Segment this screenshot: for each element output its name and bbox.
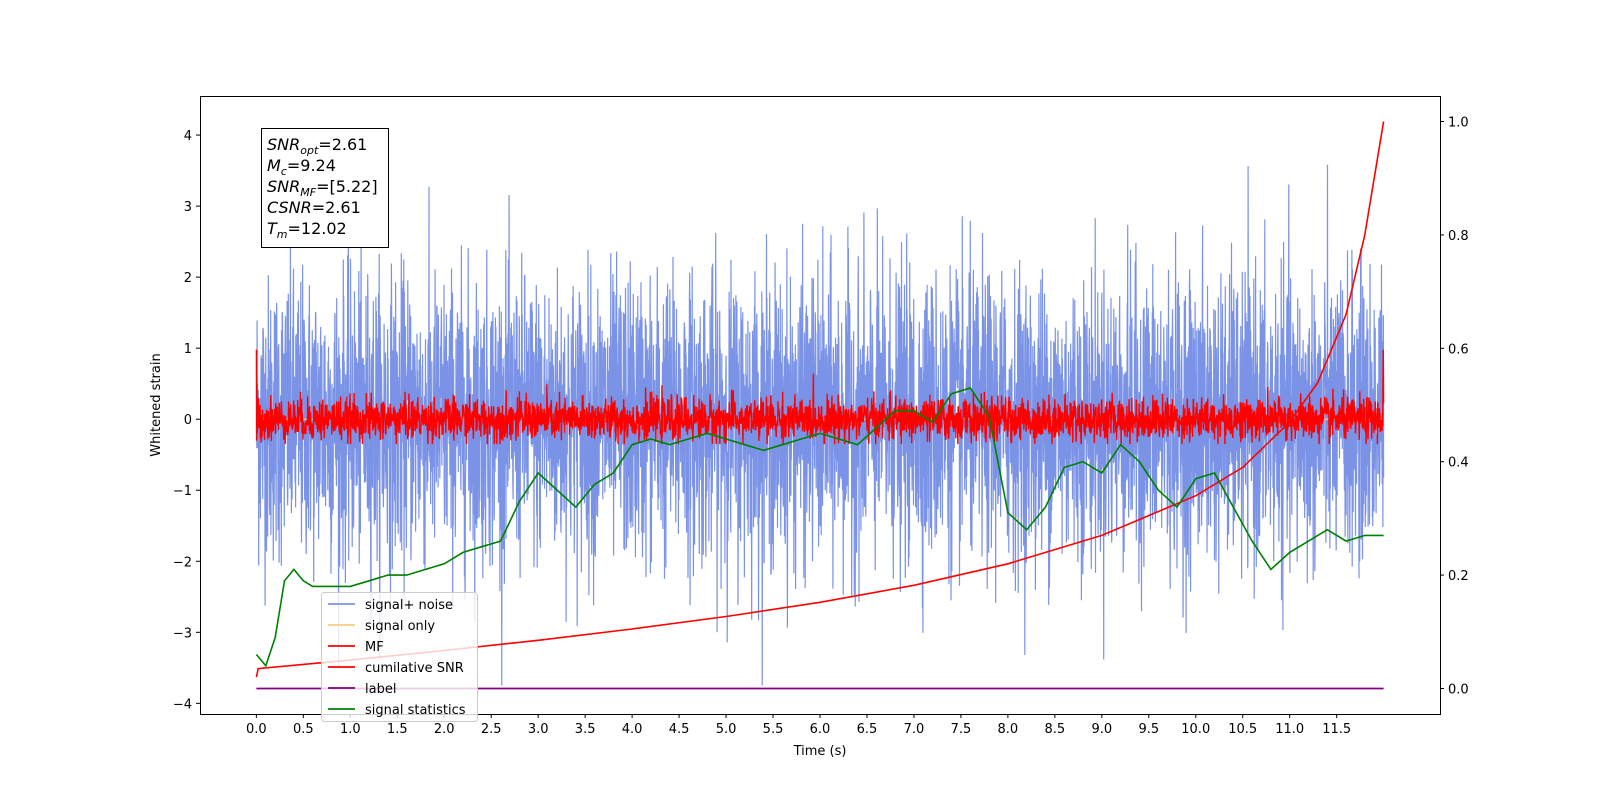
annotation-value: =12.02 (288, 219, 347, 238)
y2-tick-label: 0.8 (1448, 229, 1469, 244)
y2-tick-label: 0.0 (1448, 682, 1469, 697)
x-axis-label: Time (s) (793, 744, 847, 759)
series-signal-statistics (255, 387, 1384, 668)
y2-tick-label: 0.2 (1448, 569, 1469, 584)
x-tick-label: 9.0 (1091, 722, 1112, 737)
y-tick-label: 3 (184, 200, 192, 215)
annotation-subscript: opt (300, 144, 319, 157)
x-tick-label: 10.5 (1228, 722, 1257, 737)
annotation-line: Mc=9.24 (267, 156, 336, 178)
annotation-value: =2.61 (318, 135, 367, 154)
x-tick-label: 0.0 (246, 722, 267, 737)
annotation-symbol: CSNR (267, 198, 312, 217)
series-signal-noise (255, 164, 1385, 686)
legend-label: signal only (365, 619, 435, 634)
x-tick-label: 7.0 (904, 722, 925, 737)
x-tick-label: 1.0 (340, 722, 361, 737)
y-tick-label: −4 (173, 697, 192, 712)
y-tick-label: 4 (184, 129, 192, 144)
x-tick-label: 0.5 (293, 722, 314, 737)
annotation-symbol: SNR (267, 135, 300, 154)
legend-frame (321, 592, 478, 722)
annotation-value: =2.61 (312, 198, 361, 217)
x-tick-label: 10.0 (1181, 722, 1210, 737)
legend-label: signal statistics (365, 703, 466, 718)
annotation-subscript: MF (300, 186, 316, 199)
x-tick-label: 4.5 (669, 722, 690, 737)
x-tick-label: 5.0 (716, 722, 737, 737)
legend-label: MF (365, 640, 384, 655)
x-tick-label: 3.0 (528, 722, 549, 737)
x-tick-label: 1.5 (387, 722, 408, 737)
y-tick-label: −3 (173, 626, 192, 641)
x-tick-label: 11.5 (1322, 722, 1351, 737)
y-axis-left: −4 −3 −2 −1 0 1 2 3 4 (173, 129, 200, 712)
x-tick-label: 8.0 (998, 722, 1019, 737)
annotation-symbol: SNR (267, 177, 300, 196)
y-tick-label: 0 (184, 413, 192, 428)
x-tick-label: 2.0 (434, 722, 455, 737)
y2-tick-label: 1.0 (1448, 116, 1469, 131)
legend: signal+ noise signal only MF cumilative SNR… (321, 592, 478, 722)
y-tick-label: 2 (184, 271, 192, 286)
x-tick-label: 5.5 (763, 722, 784, 737)
legend-label: cumilative SNR (365, 661, 464, 676)
annotation-line: SNRMF=[5.22] (267, 177, 378, 199)
annotation-box: SNRopt=2.61Mc=9.24SNRMF=[5.22]CSNR=2.61T… (261, 128, 389, 248)
y-axis-label: Whitened strain (149, 353, 164, 456)
x-tick-label: 6.5 (857, 722, 878, 737)
y2-tick-label: 0.6 (1448, 342, 1469, 357)
x-tick-label: 7.5 (951, 722, 972, 737)
series-mf (255, 349, 1385, 445)
annotation-symbol: M (267, 156, 281, 175)
annotation-symbol: T (267, 219, 278, 238)
x-tick-label: 2.5 (481, 722, 502, 737)
x-tick-label: 11.0 (1275, 722, 1304, 737)
y-tick-label: 1 (184, 342, 192, 357)
x-tick-label: 4.0 (622, 722, 643, 737)
annotation-line: CSNR=2.61 (267, 198, 361, 217)
y-tick-label: −2 (173, 555, 192, 570)
x-axis: 0.0 0.5 1.0 1.5 2.0 2.5 3.0 3.5 4.0 4.5 5.0 5.5 6.0 6… (246, 714, 1351, 737)
x-tick-label: 3.5 (575, 722, 596, 737)
annotation-frame (261, 128, 389, 248)
x-tick-label: 6.0 (810, 722, 831, 737)
y-tick-label: −1 (173, 484, 192, 499)
annotation-value: =[5.22] (316, 177, 378, 196)
annotation-subscript: m (277, 228, 288, 241)
annotation-line: SNRopt=2.61 (267, 135, 367, 157)
legend-label: label (365, 682, 396, 697)
legend-label: signal+ noise (365, 598, 453, 613)
annotation-value: =9.24 (287, 156, 336, 175)
y2-tick-label: 0.4 (1448, 456, 1469, 471)
annotation-subscript: c (281, 165, 287, 178)
x-tick-label: 9.5 (1138, 722, 1159, 737)
annotation-line: Tm=12.02 (267, 219, 347, 241)
y-axis-right: 0.0 0.2 0.4 0.6 0.8 1.0 (1440, 116, 1469, 697)
x-tick-label: 8.5 (1045, 722, 1066, 737)
